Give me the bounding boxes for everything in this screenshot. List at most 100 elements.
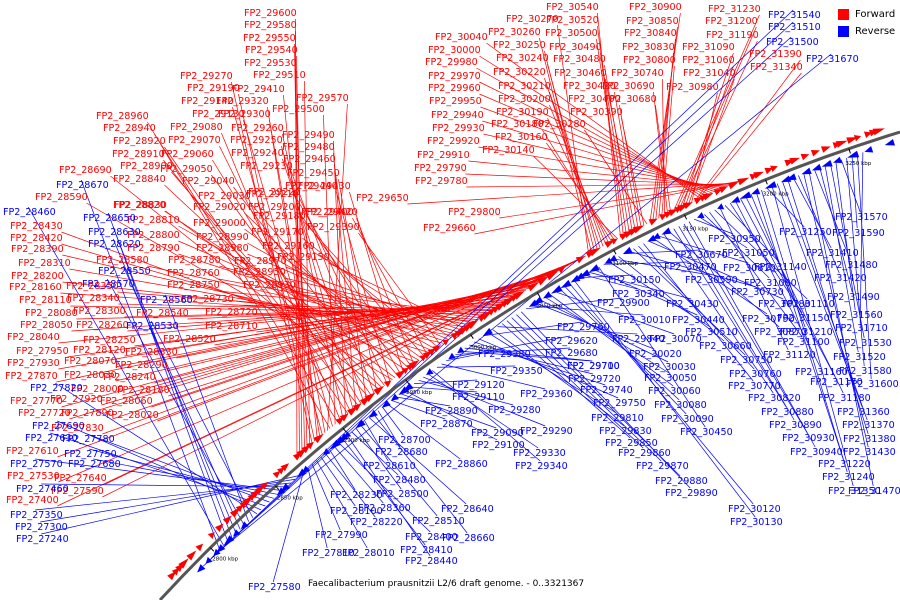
forward-gene-arrow [872, 128, 885, 136]
forward-gene-label: FP2_28910 [112, 149, 165, 160]
reverse-gene-label: FP2_31560 [830, 310, 883, 321]
forward-gene-label: FP2_29260 [231, 123, 284, 134]
forward-gene-arrow [693, 198, 702, 205]
reverse-gene-label: FP2_29810 [591, 413, 644, 424]
reverse-gene-arrow [223, 535, 235, 547]
reverse-gene-arrow [739, 191, 752, 200]
reverse-leader-line [603, 261, 690, 265]
reverse-gene-label: FP2_31520 [833, 352, 886, 363]
reverse-leader-line [41, 483, 287, 488]
forward-leader-line [557, 24, 589, 255]
reverse-leader-line [324, 453, 376, 518]
forward-gene-arrow [682, 202, 693, 210]
reverse-gene-label: FP2_28610 [363, 461, 416, 472]
reverse-gene-arrow [205, 556, 213, 564]
forward-gene-arrow [789, 157, 800, 165]
reverse-leader-line [851, 156, 858, 229]
reverse-leader-line [311, 464, 341, 531]
reverse-gene-label: FP2_29100 [472, 440, 525, 451]
reverse-leader-line [668, 230, 780, 328]
reverse-gene-arrow [402, 382, 414, 393]
forward-gene-label: FP2_28990 [196, 232, 249, 243]
reverse-gene-label: FP2_29830 [599, 426, 652, 437]
reverse-gene-label: FP2_29740 [580, 385, 633, 396]
forward-gene-label: FP2_30460 [554, 68, 607, 79]
reverse-gene-label: FP2_30090 [661, 414, 714, 425]
reverse-leader-line [771, 185, 854, 487]
forward-gene-arrow [835, 140, 848, 148]
forward-gene-label: FP2_28710 [205, 321, 258, 332]
forward-leader-line [685, 65, 734, 206]
forward-gene-label: FP2_28310 [18, 258, 71, 269]
forward-leader-line [147, 265, 457, 335]
reverse-gene-label: FP2_31050 [722, 248, 775, 259]
reverse-gene-label: FP2_30660 [699, 341, 752, 352]
reverse-leader-line [377, 410, 401, 448]
reverse-gene-label: FP2_28560 [140, 295, 193, 306]
forward-gene-label: FP2_28840 [113, 174, 166, 185]
reverse-leader-line [544, 296, 670, 374]
forward-gene-label: FP2_30420 [563, 81, 616, 92]
forward-gene-arrow [659, 214, 667, 221]
forward-leader-line [112, 266, 566, 420]
forward-leader-line [171, 171, 370, 398]
reverse-gene-arrow [448, 352, 456, 360]
forward-gene-label: FP2_27530 [7, 471, 60, 482]
forward-leader-line [244, 228, 422, 359]
forward-gene-arrow [753, 171, 764, 179]
forward-leader-line [166, 282, 538, 372]
reverse-gene-label: FP2_29900 [597, 298, 650, 309]
forward-gene-label: FP2_28780 [168, 255, 221, 266]
forward-gene-label: FP2_29960 [428, 83, 481, 94]
reverse-leader-line [80, 179, 220, 550]
forward-gene-label: FP2_28180 [117, 385, 170, 396]
forward-gene-arrow [604, 240, 615, 248]
reverse-gene-label: FP2_27990 [315, 530, 368, 541]
forward-gene-label: FP2_29780 [415, 176, 468, 187]
reverse-gene-label: FP2_28630 [88, 227, 141, 238]
reverse-gene-label: FP2_28680 [375, 447, 428, 458]
scale-tick-mark [405, 379, 410, 385]
reverse-gene-label: FP2_29110 [452, 392, 505, 403]
reverse-leader-line [122, 265, 241, 530]
reverse-gene-label: FP2_31240 [822, 472, 875, 483]
reverse-gene-label: FP2_29330 [513, 448, 566, 459]
forward-leader-line [168, 274, 552, 397]
reverse-leader-line [432, 370, 541, 462]
forward-gene-label: FP2_28940 [103, 123, 156, 134]
forward-gene-arrow [260, 481, 268, 490]
reverse-leader-line [360, 424, 438, 517]
reverse-gene-label: FP2_28410 [400, 545, 453, 556]
forward-gene-label: FP2_27610 [6, 446, 59, 457]
forward-leader-line [478, 146, 725, 189]
forward-leader-line [653, 91, 668, 214]
forward-gene-label: FP2_31190 [706, 30, 759, 41]
reverse-leader-line [745, 196, 844, 394]
reverse-gene-label: FP2_31540 [768, 10, 821, 21]
reverse-gene-label: FP2_29120 [452, 380, 505, 391]
forward-gene-arrow [764, 167, 774, 175]
forward-gene-label: FP2_30220 [493, 67, 546, 78]
forward-gene-arrow [770, 165, 778, 172]
reverse-gene-label: FP2_30070 [649, 334, 702, 345]
reverse-gene-label: FP2_27300 [15, 522, 68, 533]
forward-gene-label: FP2_28040 [7, 332, 60, 343]
forward-gene-label: FP2_27590 [51, 486, 104, 497]
forward-gene-label: FP2_30240 [496, 53, 549, 64]
forward-gene-label: FP2_30160 [495, 132, 548, 143]
reverse-gene-label: FP2_29880 [655, 476, 708, 487]
forward-leader-line [256, 298, 513, 333]
forward-gene-arrow [487, 309, 495, 316]
reverse-leader-line [338, 442, 431, 533]
reverse-gene-label: FP2_31370 [842, 420, 895, 431]
legend-reverse-label: Reverse [855, 26, 896, 37]
reverse-leader-line [346, 435, 431, 557]
forward-gene-label: FP2_28790 [127, 243, 180, 254]
reverse-gene-arrow [579, 269, 591, 278]
reverse-gene-label: FP2_31510 [768, 22, 821, 33]
forward-gene-label: FP2_29070 [168, 135, 221, 146]
reverse-gene-label: FP2_30890 [769, 420, 822, 431]
reverse-gene-label: FP2_29700 [567, 361, 620, 372]
forward-gene-label: FP2_30520 [546, 15, 599, 26]
forward-gene-label: FP2_29040 [182, 176, 235, 187]
